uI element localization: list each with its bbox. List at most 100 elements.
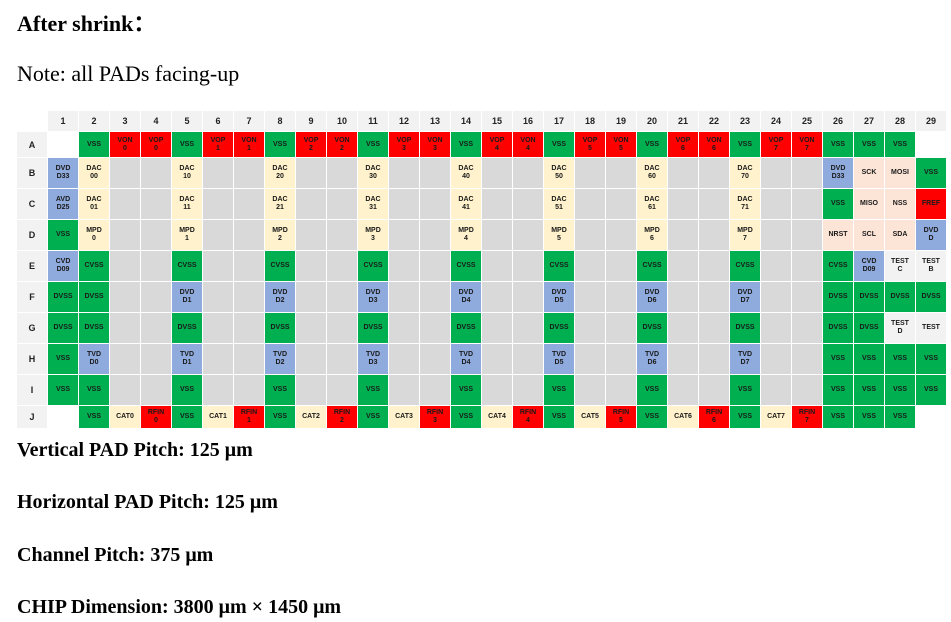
- pad-cell: DVD D6: [637, 282, 667, 312]
- empty-pad-cell: [234, 158, 264, 188]
- pad-cell: DAC 00: [79, 158, 109, 188]
- empty-pad-cell: [513, 282, 543, 312]
- pad-cell: DVSS: [48, 282, 78, 312]
- pad-cell: CAT7: [761, 406, 791, 428]
- empty-pad-cell: [513, 220, 543, 250]
- empty-pad-cell: [234, 282, 264, 312]
- pad-cell: VSS: [916, 375, 946, 405]
- pad-cell: NRST: [823, 220, 853, 250]
- pad-cell: MPD 1: [172, 220, 202, 250]
- empty-pad-cell: [792, 158, 822, 188]
- pad-cell: DAC 71: [730, 189, 760, 219]
- pad-cell: DAC 11: [172, 189, 202, 219]
- pad-cell: DVSS: [885, 282, 915, 312]
- pad-cell: TVD D7: [730, 344, 760, 374]
- empty-pad-cell: [296, 375, 326, 405]
- pad-cell: CVSS: [823, 251, 853, 281]
- empty-pad-cell: [699, 344, 729, 374]
- row-header: E: [17, 251, 47, 281]
- empty-pad-cell: [296, 158, 326, 188]
- pad-cell: DVSS: [823, 282, 853, 312]
- pad-map-grid: 1 2 3 4 5 6 7 8 9 10 11 12 13 14 15 16 17 18 19 20 21 22 23 24 2…: [17, 111, 946, 428]
- empty-pad-cell: [916, 406, 946, 428]
- empty-pad-cell: [296, 344, 326, 374]
- empty-pad-cell: [606, 344, 636, 374]
- empty-pad-cell: [296, 189, 326, 219]
- pad-cell: TVD D2: [265, 344, 295, 374]
- pad-cell: MPD 3: [358, 220, 388, 250]
- pad-cell: DVSS: [637, 313, 667, 343]
- empty-pad-cell: [606, 375, 636, 405]
- column-header: 22: [699, 111, 729, 131]
- pad-cell: DAC 40: [451, 158, 481, 188]
- empty-pad-cell: [141, 158, 171, 188]
- pad-cell: VSS: [730, 375, 760, 405]
- pad-cell: VON 2: [327, 132, 357, 157]
- empty-pad-cell: [141, 282, 171, 312]
- pad-cell: DVSS: [544, 313, 574, 343]
- pad-cell: VOP 4: [482, 132, 512, 157]
- pad-cell: DVD D2: [265, 282, 295, 312]
- empty-pad-cell: [513, 344, 543, 374]
- empty-pad-cell: [389, 344, 419, 374]
- channel-pitch: Channel Pitch: 375 μm: [17, 544, 214, 566]
- empty-pad-cell: [699, 158, 729, 188]
- empty-pad-cell: [668, 313, 698, 343]
- empty-pad-cell: [327, 251, 357, 281]
- pad-cell: DVD D5: [544, 282, 574, 312]
- empty-pad-cell: [203, 282, 233, 312]
- column-header: 14: [451, 111, 481, 131]
- empty-pad-cell: [699, 375, 729, 405]
- pad-cell: CAT0: [110, 406, 140, 428]
- empty-pad-cell: [792, 220, 822, 250]
- pad-cell: CVSS: [544, 251, 574, 281]
- pad-cell: NSS: [885, 189, 915, 219]
- empty-pad-cell: [234, 220, 264, 250]
- empty-pad-cell: [141, 375, 171, 405]
- pad-cell: VSS: [358, 132, 388, 157]
- pad-cell: VSS: [854, 132, 884, 157]
- pad-cell: VSS: [854, 406, 884, 428]
- pad-cell: SCK: [854, 158, 884, 188]
- empty-pad-cell: [761, 251, 791, 281]
- empty-pad-cell: [141, 189, 171, 219]
- column-header: 13: [420, 111, 450, 131]
- empty-pad-cell: [606, 158, 636, 188]
- empty-pad-cell: [761, 375, 791, 405]
- column-header: 12: [389, 111, 419, 131]
- pad-cell: VOP 3: [389, 132, 419, 157]
- pad-cell: VOP 1: [203, 132, 233, 157]
- empty-pad-cell: [761, 282, 791, 312]
- empty-pad-cell: [327, 344, 357, 374]
- empty-pad-cell: [575, 282, 605, 312]
- pad-cell: CVSS: [730, 251, 760, 281]
- empty-pad-cell: [141, 344, 171, 374]
- pad-cell: RFIN 1: [234, 406, 264, 428]
- empty-pad-cell: [203, 220, 233, 250]
- pad-cell: VON 4: [513, 132, 543, 157]
- pad-cell: CVSS: [451, 251, 481, 281]
- row-header: F: [17, 282, 47, 312]
- pad-cell: TVD D3: [358, 344, 388, 374]
- empty-pad-cell: [761, 313, 791, 343]
- page-heading: After shrink：: [17, 11, 156, 36]
- pad-cell: RFIN 3: [420, 406, 450, 428]
- empty-pad-cell: [482, 251, 512, 281]
- empty-pad-cell: [699, 282, 729, 312]
- column-header: 3: [110, 111, 140, 131]
- empty-pad-cell: [110, 251, 140, 281]
- empty-pad-cell: [916, 132, 946, 157]
- pad-cell: DAC 70: [730, 158, 760, 188]
- column-header: 15: [482, 111, 512, 131]
- pad-cell: SCL: [854, 220, 884, 250]
- pad-cell: RFIN 4: [513, 406, 543, 428]
- pad-cell: VSS: [172, 406, 202, 428]
- pad-cell: VOP 6: [668, 132, 698, 157]
- empty-pad-cell: [668, 282, 698, 312]
- column-header: 26: [823, 111, 853, 131]
- pad-cell: TEST B: [916, 251, 946, 281]
- pad-cell: DVD D7: [730, 282, 760, 312]
- pad-cell: MOSI: [885, 158, 915, 188]
- empty-pad-cell: [792, 344, 822, 374]
- empty-pad-cell: [389, 220, 419, 250]
